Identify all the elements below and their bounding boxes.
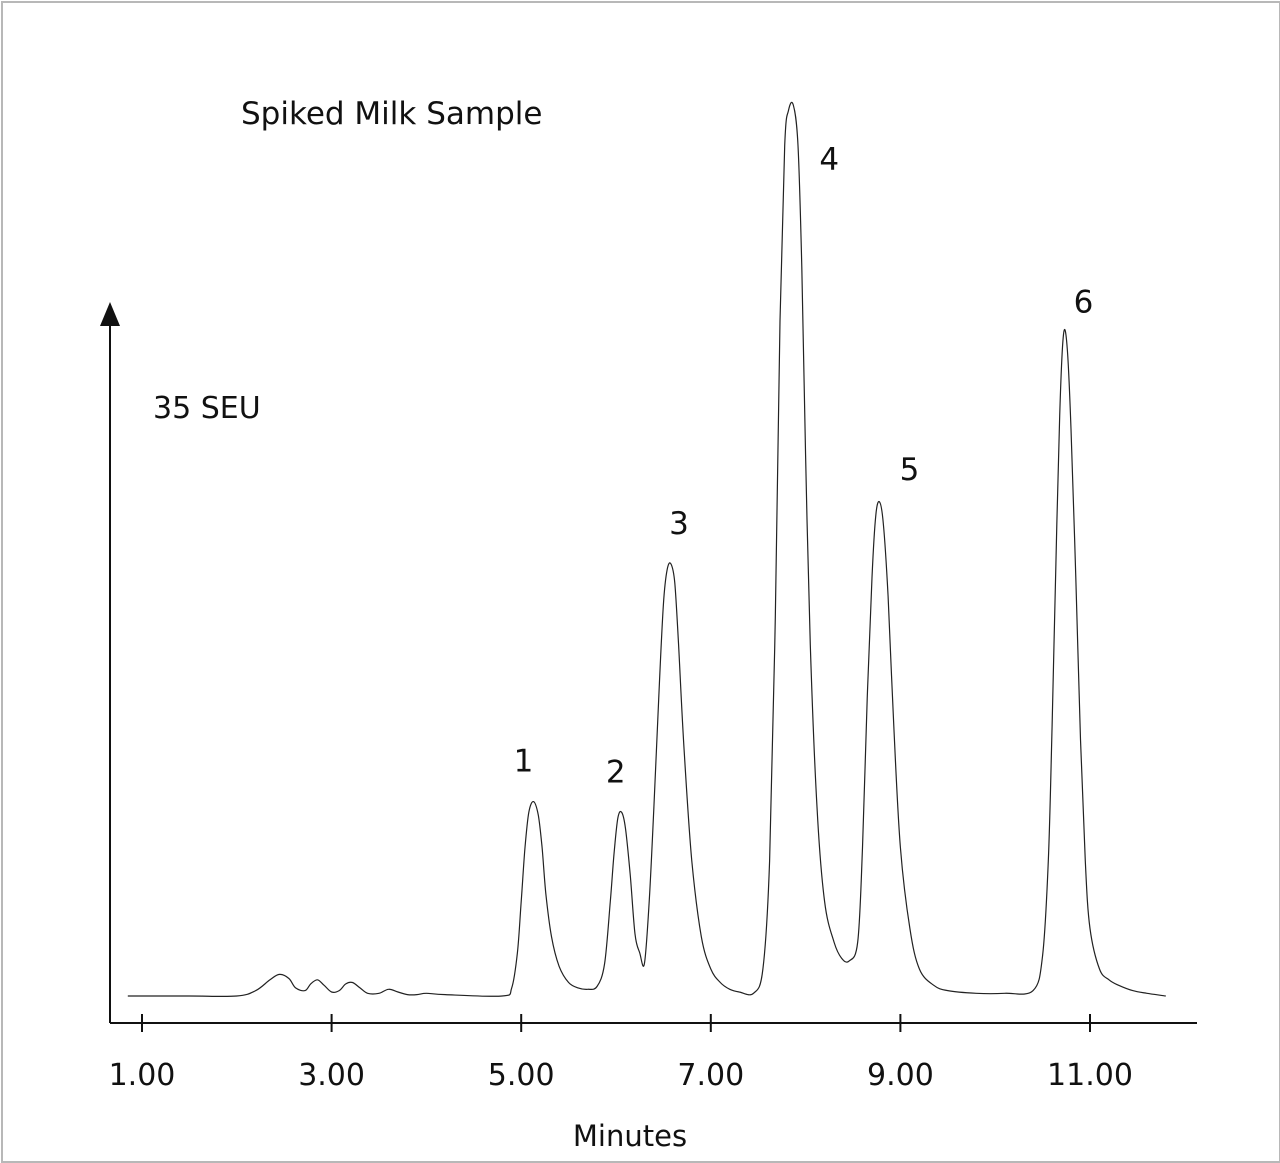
x-axis-label: Minutes [573,1119,687,1153]
x-ticks: 1.00 3.00 5.00 7.00 9.00 11.00 [109,1014,1133,1093]
peak-label-5: 5 [900,452,920,488]
x-tick-label: 3.00 [298,1058,365,1093]
y-scale-label: 35 SEU [153,391,261,426]
peak-labels: 1 2 3 4 5 6 [514,142,1094,790]
x-tick-label: 9.00 [867,1058,934,1093]
peak-label-3: 3 [669,506,689,542]
y-axis-arrow-icon [100,302,120,326]
peak-label-1: 1 [514,744,534,780]
peak-label-6: 6 [1074,285,1094,321]
x-tick-label: 11.00 [1047,1058,1133,1093]
x-tick-label: 5.00 [488,1058,555,1093]
chart-title: Spiked Milk Sample [241,96,542,132]
chromatogram-trace [127,101,1166,997]
x-tick-label: 7.00 [677,1058,744,1093]
peak-label-2: 2 [606,754,626,790]
peak-label-4: 4 [819,142,839,178]
x-tick-label: 1.00 [109,1058,176,1093]
